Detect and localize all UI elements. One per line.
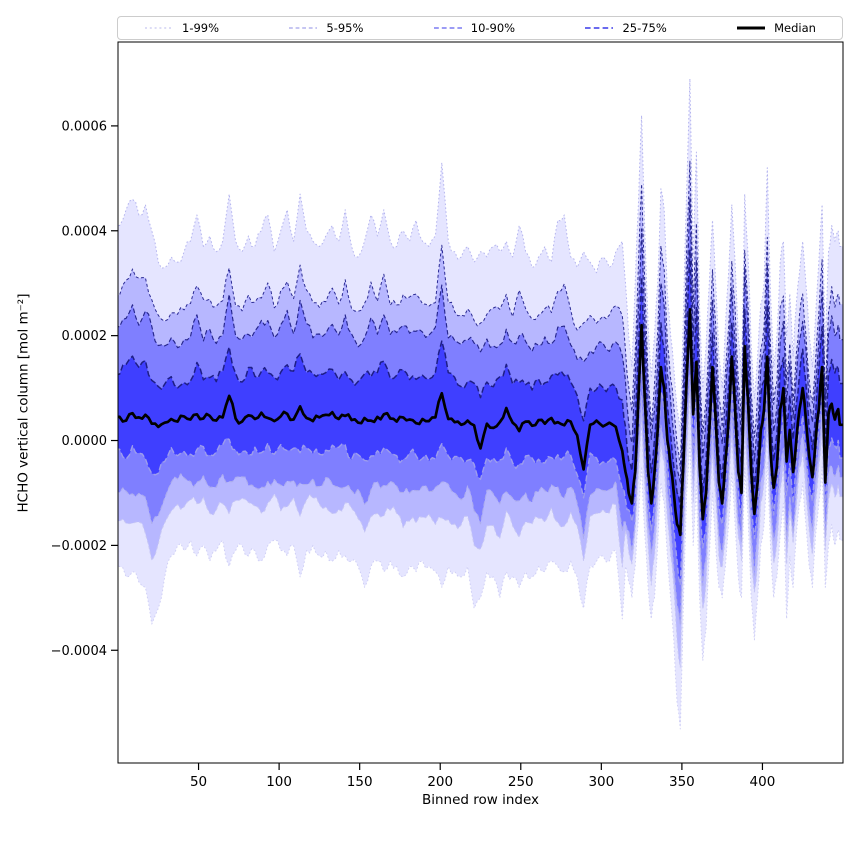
edge-median (118, 308, 843, 537)
edge-p99 (118, 78, 843, 431)
x-tick-label: 200 (427, 774, 453, 790)
legend-item: 10-90% (433, 21, 515, 35)
edge-p75 (118, 248, 843, 509)
legend-item: 25-75% (584, 21, 667, 35)
edge-p25 (118, 342, 843, 586)
legend-line-10-90-icon (433, 27, 462, 29)
series-layer (118, 78, 843, 730)
plot-border (117, 41, 844, 764)
legend-item: Median (736, 21, 816, 35)
x-tick-label: 250 (508, 774, 534, 790)
y-tick-label: 0.0000 (62, 434, 108, 449)
legend-line-1-99-icon (145, 27, 173, 29)
x-tick-label: 350 (669, 774, 695, 790)
legend-label: 10-90% (470, 21, 516, 35)
legend: 1-99% 5-95% 10-90% 25-75% Median (117, 16, 843, 40)
legend-label: 25-75% (622, 21, 667, 35)
x-tick-label: 100 (266, 774, 292, 790)
legend-label: 5-95% (326, 21, 364, 35)
y-tick-label: 0.0002 (62, 329, 108, 344)
edge-p10 (118, 374, 843, 626)
edge-p90 (118, 197, 843, 483)
x-tick-label: 400 (750, 774, 776, 790)
x-tick-label: 150 (347, 774, 373, 790)
y-tick-label: −0.0004 (51, 644, 107, 659)
edge-p95 (118, 160, 843, 470)
legend-line-5-95-icon (289, 27, 318, 29)
legend-line-median-icon (737, 26, 766, 30)
legend-item: 1-99% (144, 21, 219, 35)
y-tick-label: 0.0004 (62, 224, 108, 239)
x-tick-label: 300 (588, 774, 614, 790)
x-tick-label: 50 (190, 774, 207, 790)
legend-label: 1-99% (182, 21, 220, 35)
legend-label: Median (774, 21, 816, 35)
y-tick-label: −0.0002 (51, 539, 107, 554)
x-axis-label: Binned row index (421, 792, 540, 808)
legend-line-25-75-icon (585, 27, 614, 29)
y-tick-label: 0.0006 (62, 119, 108, 134)
legend-item: 5-95% (288, 21, 363, 35)
